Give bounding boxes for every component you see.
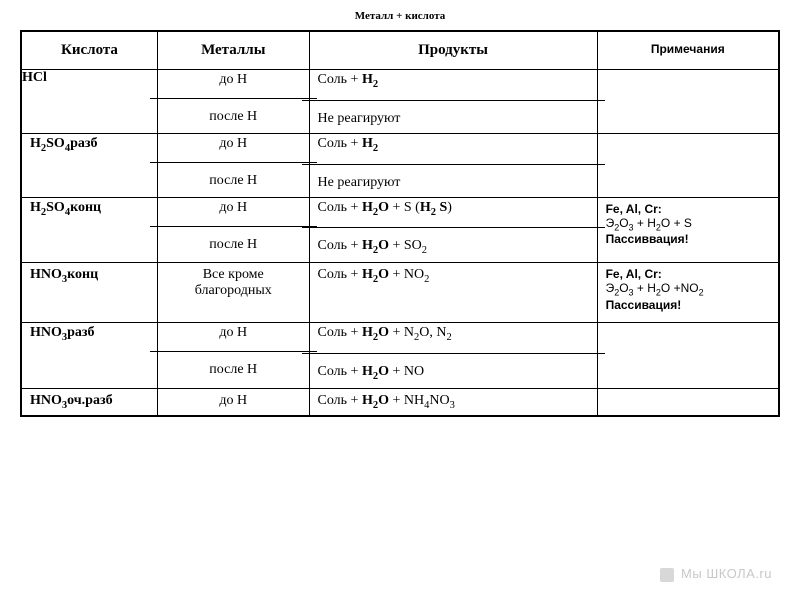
cell-metals: Все кроме благородных (157, 263, 309, 323)
cell-products: Соль + H2O + NH4NO3 (309, 388, 597, 415)
cell-acid: H2SO4конц (21, 197, 157, 263)
cell-acid: HNO3конц (21, 263, 157, 323)
watermark: Мы ШКОЛА.ru (660, 566, 772, 582)
table-row: HCl до Н после Н Соль + H2 Не реагируют (21, 70, 779, 134)
cell-acid: HNO3разб (21, 323, 157, 389)
header-products: Продукты (309, 31, 597, 70)
cell-products: Соль + H2 Не реагируют (309, 133, 597, 197)
cell-acid: HNO3оч.разб (21, 388, 157, 415)
cell-notes (597, 388, 779, 415)
header-acid: Кислота (21, 31, 157, 70)
table-row: HNO3конц Все кроме благородных Соль + H2… (21, 263, 779, 323)
table-row: H2SO4разб до Н после Н Соль + H2 Не реаг… (21, 133, 779, 197)
cell-metals: до Н (157, 388, 309, 415)
table-title: Металл + кислота (20, 10, 780, 22)
cell-products: Соль + H2O + NO2 (309, 263, 597, 323)
cell-notes: Fe, Al, Cr:Э2О3 + H2O +NO2Пассивация! (597, 263, 779, 323)
table-row: H2SO4конц до Н после Н Соль + H2O + S (H… (21, 197, 779, 263)
cell-metals: до Н после Н (157, 70, 309, 134)
cell-metals: до Н после Н (157, 197, 309, 263)
cell-notes (597, 70, 779, 134)
cell-products: Соль + H2O + N2O, N2 Соль + H2O + NO (309, 323, 597, 389)
watermark-text: Мы ШКОЛА.ru (681, 566, 772, 581)
header-notes: Примечания (597, 31, 779, 70)
table-row: HNO3разб до Н после Н Соль + H2O + N2O, … (21, 323, 779, 389)
cell-notes (597, 323, 779, 389)
cell-acid: HCl (21, 70, 157, 134)
cell-products: Соль + H2O + S (H2 S) Соль + H2O + SO2 (309, 197, 597, 263)
reactions-table: Кислота Металлы Продукты Примечания HCl … (20, 30, 780, 417)
cell-metals: до Н после Н (157, 323, 309, 389)
cell-metals: до Н после Н (157, 133, 309, 197)
cell-notes (597, 133, 779, 197)
cell-products: Соль + H2 Не реагируют (309, 70, 597, 134)
cell-notes: Fe, Al, Cr:Э2О3 + H2O + SПассиввация! (597, 197, 779, 263)
header-row: Кислота Металлы Продукты Примечания (21, 31, 779, 70)
table-row: HNO3оч.разб до Н Соль + H2O + NH4NO3 (21, 388, 779, 415)
header-metals: Металлы (157, 31, 309, 70)
watermark-icon (660, 568, 674, 582)
cell-acid: H2SO4разб (21, 133, 157, 197)
